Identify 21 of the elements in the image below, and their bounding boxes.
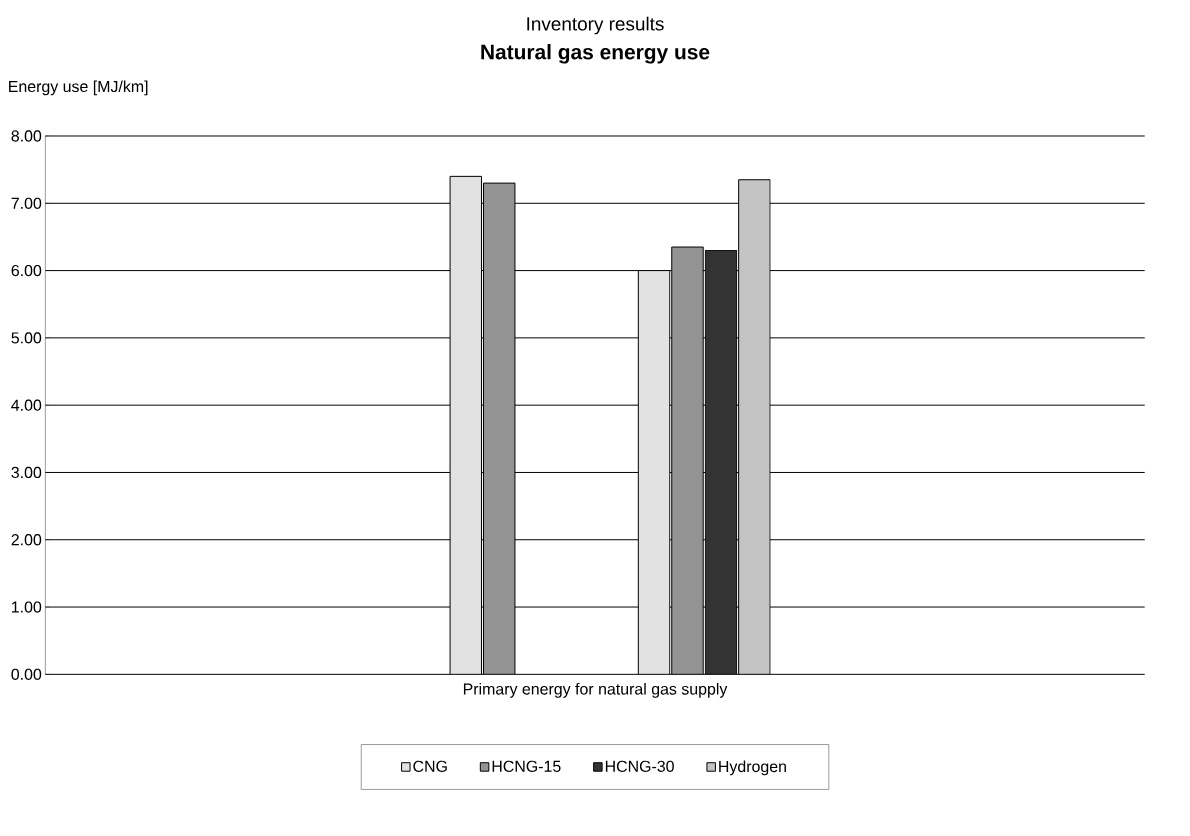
y-tick-label: 3.00 [11,466,42,479]
bar [449,175,483,675]
bar [483,182,516,675]
bar [637,270,671,675]
y-tick-label: 6.00 [11,265,42,277]
y-tick-label: 5.00 [11,332,42,344]
legend-label: Hydrogen [719,760,786,776]
legend-label: HCNG-15 [492,760,561,773]
y-tick-label: 8.00 [11,130,42,142]
y-tick-label: 0.00 [11,668,42,681]
y-tick-label: 7.00 [11,197,42,210]
bar [671,246,704,675]
y-tick-label: 4.00 [11,399,42,411]
legend-label: CNG [413,760,447,773]
legend-label: HCNG-30 [605,760,674,773]
y-axis-title: Energy use [MJ/km] [9,80,148,96]
y-tick-label: 2.00 [11,534,42,546]
chart-subtitle: Inventory results [527,16,664,35]
y-tick-label: 1.00 [12,601,42,613]
x-axis-title: Primary energy for natural gas supply [463,683,728,698]
chart-title: Natural gas energy use [481,44,710,64]
